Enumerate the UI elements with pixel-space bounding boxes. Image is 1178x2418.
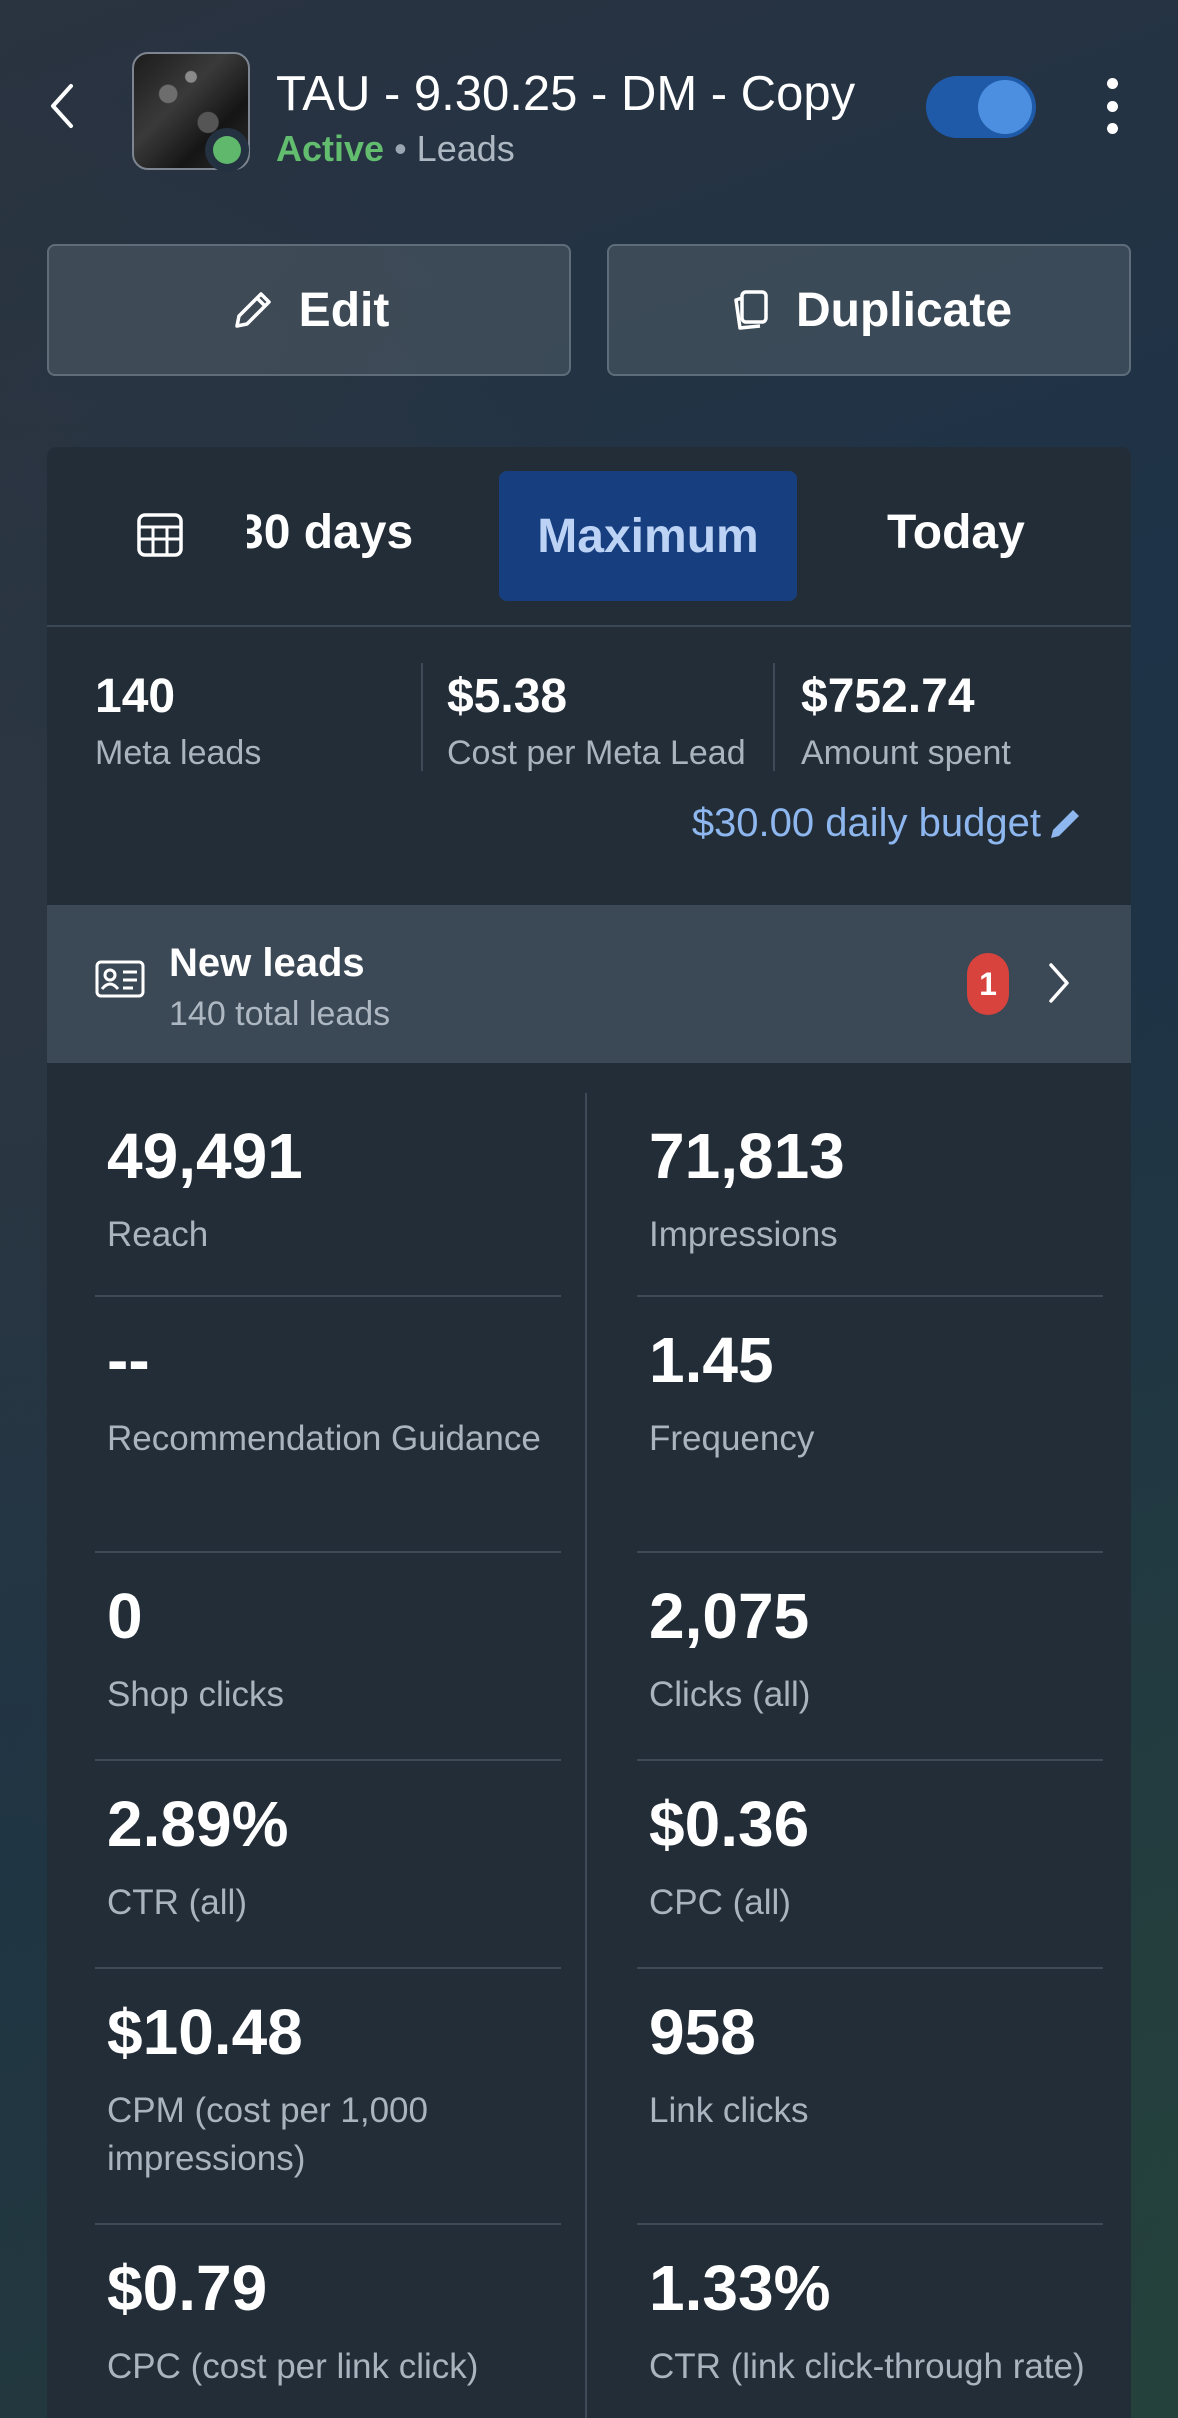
divider <box>421 663 423 771</box>
metric-cell: $0.79 CPC (cost per link click) <box>71 2225 561 2418</box>
metric-value: 1.45 <box>649 1324 774 1396</box>
ad-subtitle: Active • Leads <box>276 128 515 170</box>
kpi-value: $5.38 <box>447 670 568 723</box>
status-label: Active <box>276 128 385 169</box>
ad-header: TAU - 9.30.25 - DM - Copy Active • Leads <box>0 0 1178 220</box>
duplicate-button[interactable]: Duplicate <box>607 244 1131 376</box>
metric-label: Frequency <box>649 1419 815 1458</box>
metric-cell: 2,075 Clicks (all) <box>613 1553 1103 1761</box>
metric-value: 1.33% <box>649 2252 831 2324</box>
row-divider <box>637 1759 1103 1761</box>
kpi-amount-spent: $752.74 Amount spent <box>801 669 1011 773</box>
metric-value: 2.89% <box>107 1788 289 1860</box>
column-divider <box>585 1093 587 2418</box>
metric-value: 2,075 <box>649 1580 810 1652</box>
metric-label: CPM (cost per 1,000 impressions) <box>107 2091 428 2178</box>
kpi-label: Amount spent <box>801 734 1011 772</box>
active-status-dot <box>205 128 249 172</box>
tab-maximum[interactable]: Maximum <box>499 471 797 601</box>
row-divider <box>637 1295 1103 1297</box>
row-divider <box>95 1295 561 1297</box>
ad-title: TAU - 9.30.25 - DM - Copy <box>276 67 856 121</box>
metric-cell: 2.89% CTR (all) <box>71 1761 561 1969</box>
duplicate-icon <box>734 290 768 330</box>
edit-button[interactable]: Edit <box>47 244 571 376</box>
kpi-label: Meta leads <box>95 734 262 772</box>
metric-cell: 1.45 Frequency <box>613 1297 1103 1553</box>
metric-value: $0.79 <box>107 2252 268 2324</box>
tab-today[interactable]: Today <box>887 506 1025 559</box>
chevron-right-icon <box>1049 963 1069 1003</box>
contact-card-icon <box>95 960 145 998</box>
row-divider <box>637 2223 1103 2225</box>
metric-label: CTR (all) <box>107 1883 247 1922</box>
pencil-icon <box>1051 809 1079 838</box>
metric-value: $0.36 <box>649 1788 810 1860</box>
metric-cell: $10.48 CPM (cost per 1,000 impressions) <box>71 1969 561 2225</box>
back-button[interactable] <box>44 82 80 130</box>
metric-value: 49,491 <box>107 1120 303 1192</box>
metric-cell: -- Recommendation Guidance <box>71 1297 561 1553</box>
metric-value: 0 <box>107 1580 143 1652</box>
tab-30-days[interactable]: 30 days <box>247 506 414 559</box>
metric-cell: 1.33% CTR (link click-through rate) <box>613 2225 1103 2418</box>
metric-label: CPC (all) <box>649 1883 791 1922</box>
summary-kpis: 140 Meta leads $5.38 Cost per Meta Lead … <box>47 629 1131 901</box>
row-divider <box>95 1967 561 1969</box>
edit-label: Edit <box>298 283 390 337</box>
ad-active-toggle[interactable] <box>926 76 1036 138</box>
row-divider <box>637 1551 1103 1553</box>
metric-value: -- <box>107 1324 150 1396</box>
divider <box>773 663 775 771</box>
daily-budget-link[interactable]: $30.00 daily budget <box>692 801 1085 846</box>
duplicate-label: Duplicate <box>795 283 1013 337</box>
pencil-icon <box>234 292 271 328</box>
row-divider <box>637 1967 1103 1969</box>
metrics-grid: 49,491 Reach 71,813 Impressions -- Recommenda… <box>47 1063 1131 2418</box>
metric-label: Link clicks <box>649 2091 809 2130</box>
objective-label: Leads <box>416 128 515 169</box>
metric-label: Reach <box>107 1215 209 1254</box>
metric-value: 958 <box>649 1996 756 2068</box>
metric-cell: 958 Link clicks <box>613 1969 1103 2225</box>
kpi-cost-per-lead: $5.38 Cost per Meta Lead <box>447 669 746 773</box>
budget-label: $30.00 daily budget <box>691 801 1041 845</box>
metric-label: CPC (cost per link click) <box>107 2347 479 2386</box>
separator: • <box>394 128 407 169</box>
kpi-meta-leads: 140 Meta leads <box>95 669 261 773</box>
row-divider <box>95 1551 561 1553</box>
new-leads-subtitle: 140 total leads <box>169 995 391 1033</box>
row-divider <box>95 2223 561 2225</box>
kpi-value: 140 <box>95 670 176 723</box>
metric-cell: $0.36 CPC (all) <box>613 1761 1103 1969</box>
metric-value: $10.48 <box>107 1996 303 2068</box>
metric-value: 71,813 <box>649 1120 845 1192</box>
row-divider <box>95 1759 561 1761</box>
new-leads-row[interactable]: New leads 140 total leads 1 <box>47 905 1131 1063</box>
metric-label: Clicks (all) <box>649 1675 811 1714</box>
metric-label: CTR (link click-through rate) <box>649 2347 1085 2386</box>
chevron-left-icon <box>51 84 73 128</box>
new-leads-badge: 1 <box>967 953 1009 1015</box>
insights-card: 30 days Maximum Today 140 Meta leads $5.… <box>47 447 1131 2418</box>
metric-label: Shop clicks <box>107 1675 285 1714</box>
date-range-tabs: 30 days Maximum Today <box>47 447 1131 627</box>
metric-label: Impressions <box>649 1215 838 1254</box>
metric-cell: 49,491 Reach <box>71 1089 561 1297</box>
more-options-icon[interactable] <box>1100 78 1124 134</box>
kpi-label: Cost per Meta Lead <box>447 734 746 772</box>
metric-cell: 71,813 Impressions <box>613 1089 1103 1297</box>
calendar-icon[interactable] <box>135 509 185 559</box>
metric-label: Recommendation Guidance <box>107 1419 541 1458</box>
metric-cell: 0 Shop clicks <box>71 1553 561 1761</box>
toggle-knob <box>978 80 1032 134</box>
kpi-value: $752.74 <box>801 670 975 723</box>
new-leads-title: New leads <box>169 941 365 985</box>
